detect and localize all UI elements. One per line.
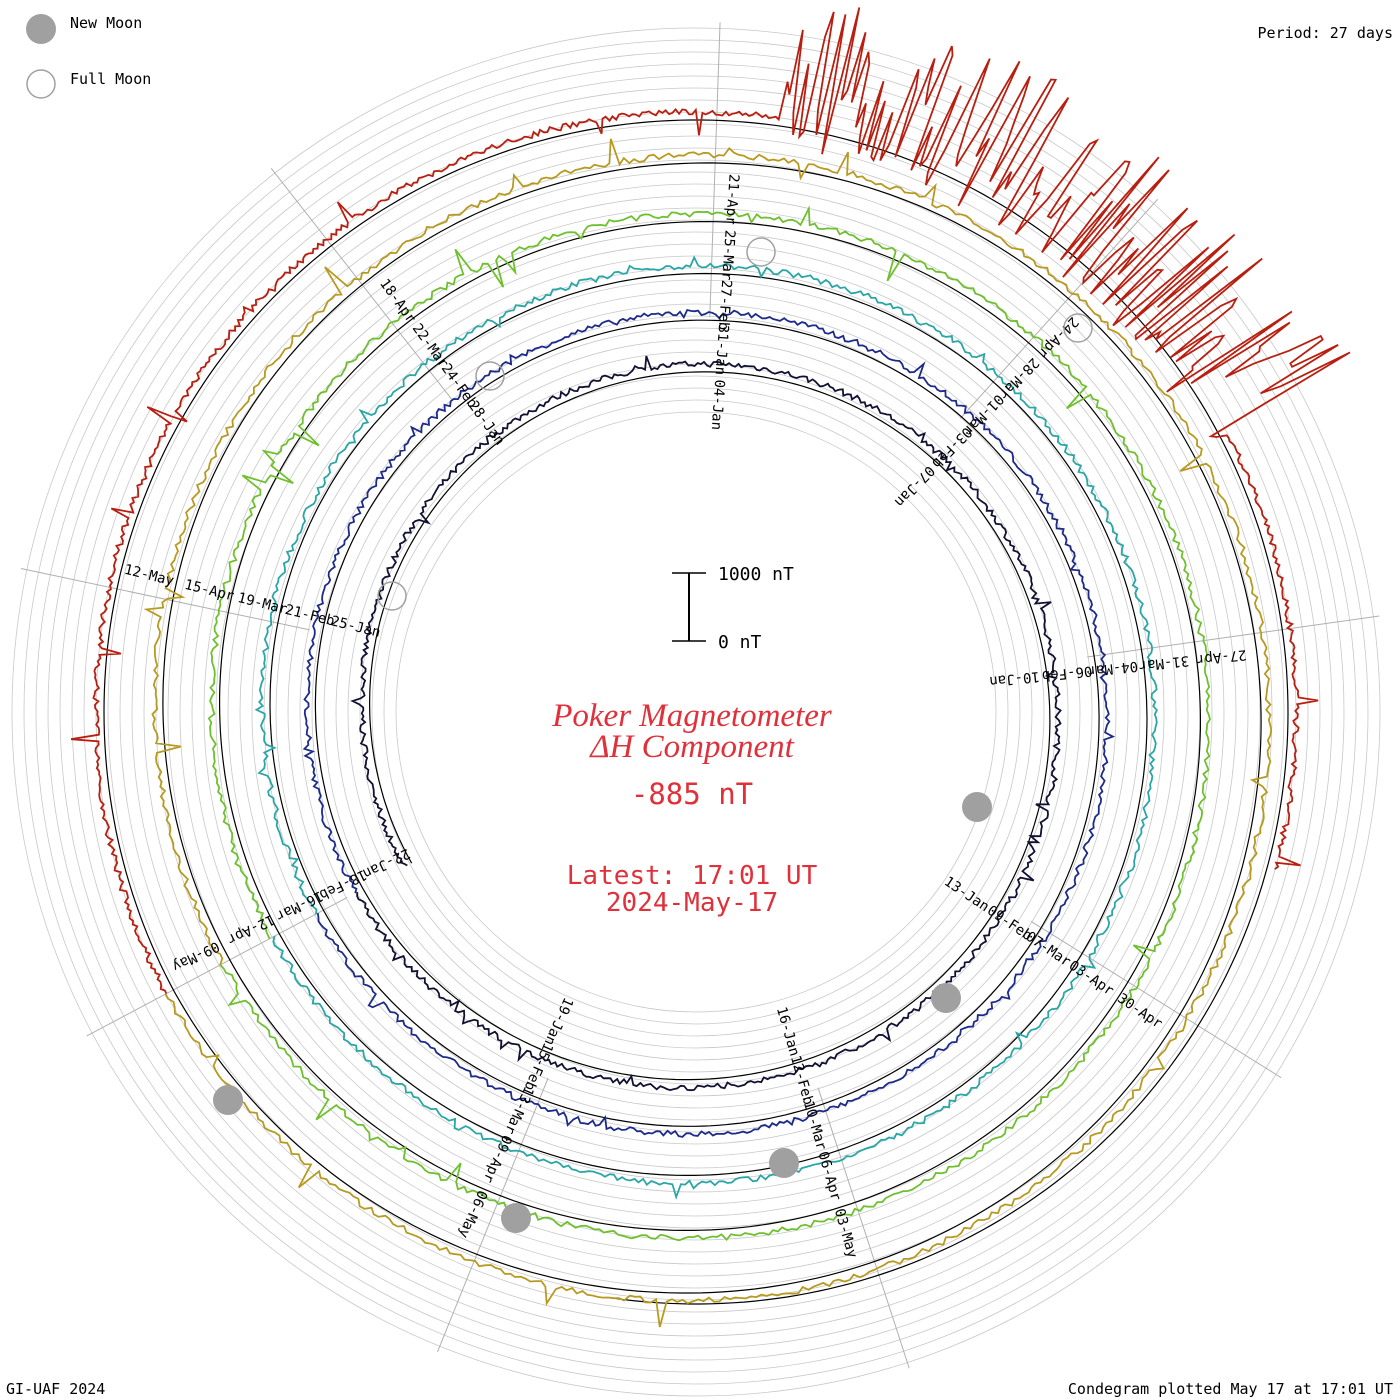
grid-ring [23, 39, 1369, 1385]
grid-ring [143, 159, 1249, 1265]
trace-series-2 [302, 308, 1116, 1138]
date-label: 31-Jan [712, 324, 731, 376]
full-moon-legend-icon [26, 69, 56, 99]
grid-ring [311, 327, 1081, 1097]
grid-ring [11, 27, 1381, 1397]
grid-ring [179, 195, 1213, 1229]
date-label: 12-Apr [225, 911, 277, 948]
chart-title: Poker Magnetometer [551, 698, 832, 734]
full-moon-marker [1063, 313, 1093, 343]
chart-subtitle: ΔH Component [588, 729, 794, 765]
date-label: 04-Jan [708, 379, 727, 431]
date-spoke [1087, 615, 1380, 658]
date-label: 12-May [123, 562, 176, 590]
date-label: 31-Mar [1138, 652, 1190, 673]
grid-ring [335, 351, 1057, 1073]
grid-ring [371, 387, 1021, 1037]
grid-ring [287, 303, 1105, 1121]
trace-series-1 [350, 355, 1062, 1092]
date-label: 09-Apr [480, 1132, 515, 1185]
trace-series-4 [207, 205, 1211, 1242]
date-label: 25-Mar [718, 229, 737, 281]
trace-series-5 [143, 138, 1273, 1328]
full-moon-marker [746, 237, 776, 267]
new-moon-marker [769, 1148, 799, 1178]
date-label: 06-May [455, 1188, 490, 1241]
ring-grid [11, 27, 1381, 1397]
grid-ring [131, 147, 1261, 1277]
grid-ring [155, 171, 1237, 1253]
grid-ring [299, 315, 1093, 1109]
new-moon-marker [501, 1203, 531, 1233]
new-moon-legend-label: New Moon [70, 14, 142, 32]
grid-ring [215, 231, 1177, 1193]
new-moon-marker [213, 1085, 243, 1115]
magnetometer-traces [70, 7, 1351, 1328]
grid-ring [359, 375, 1033, 1049]
date-label: 19-Jan [541, 995, 576, 1048]
period-label: Period: 27 days [1258, 24, 1393, 42]
grid-ring [167, 183, 1225, 1241]
date-label: 27-Feb [715, 279, 734, 331]
trace-series-3 [254, 255, 1158, 1200]
date-label: 06-Feb [1041, 662, 1093, 683]
date-label: 21-Apr [722, 174, 741, 226]
moon-markers [213, 237, 1093, 1233]
date-label: 04-Mar [1087, 658, 1139, 679]
plotted-label: Condegram plotted May 17 at 17:01 UT [1068, 1380, 1393, 1398]
trace-series-6 [70, 7, 1351, 994]
grid-ring [203, 219, 1189, 1205]
new-moon-marker [962, 792, 992, 822]
latest-time: Latest: 17:01 UT [567, 861, 818, 891]
grid-ring [251, 267, 1141, 1157]
credit-label: GI-UAF 2024 [6, 1380, 105, 1398]
grid-ring [227, 243, 1165, 1181]
date-label: 24-Apr [1035, 313, 1082, 360]
full-moon-legend-label: Full Moon [70, 70, 151, 88]
new-moon-legend-icon [26, 14, 56, 44]
current-value: -885 nT [631, 777, 753, 811]
scale-top-label: 1000 nT [718, 564, 794, 585]
date-label: 01-Mar [960, 391, 1007, 438]
date-spoke [817, 1087, 910, 1369]
grid-ring [275, 291, 1117, 1133]
date-spoke [86, 896, 348, 1037]
grid-ring [263, 279, 1129, 1145]
date-label: 30-Apr [1114, 991, 1165, 1033]
grid-ring [35, 51, 1357, 1373]
grid-ring [395, 411, 997, 1013]
grid-ring [383, 399, 1009, 1025]
date-spoke [437, 1078, 549, 1352]
scale-bottom-label: 0 nT [718, 632, 762, 653]
grid-ring [47, 63, 1345, 1361]
new-moon-marker [931, 983, 961, 1013]
date-label: 18-Apr [376, 276, 419, 326]
grid-ring [323, 339, 1069, 1085]
full-moon-marker [377, 581, 407, 611]
grid-ring [119, 135, 1273, 1289]
date-label: 10-Jan [989, 668, 1041, 689]
grid-ring [239, 255, 1153, 1169]
grid-ring [59, 75, 1333, 1349]
date-label: 07-Jan [891, 462, 938, 509]
date-spoke [709, 22, 721, 318]
grid-ring [71, 87, 1321, 1337]
date-label: 27-Apr [1195, 646, 1247, 667]
date-spoke [1030, 920, 1282, 1079]
latest-date: 2024-May-17 [606, 888, 778, 918]
baseline-spiral [103, 119, 1289, 1305]
date-label: 19-Mar [236, 590, 289, 618]
scale-bar [672, 572, 706, 642]
grid-ring [83, 99, 1309, 1325]
date-label: 25-Jan [329, 613, 382, 641]
date-label: 12-Feb [787, 1054, 816, 1107]
full-moon-marker [475, 361, 505, 391]
